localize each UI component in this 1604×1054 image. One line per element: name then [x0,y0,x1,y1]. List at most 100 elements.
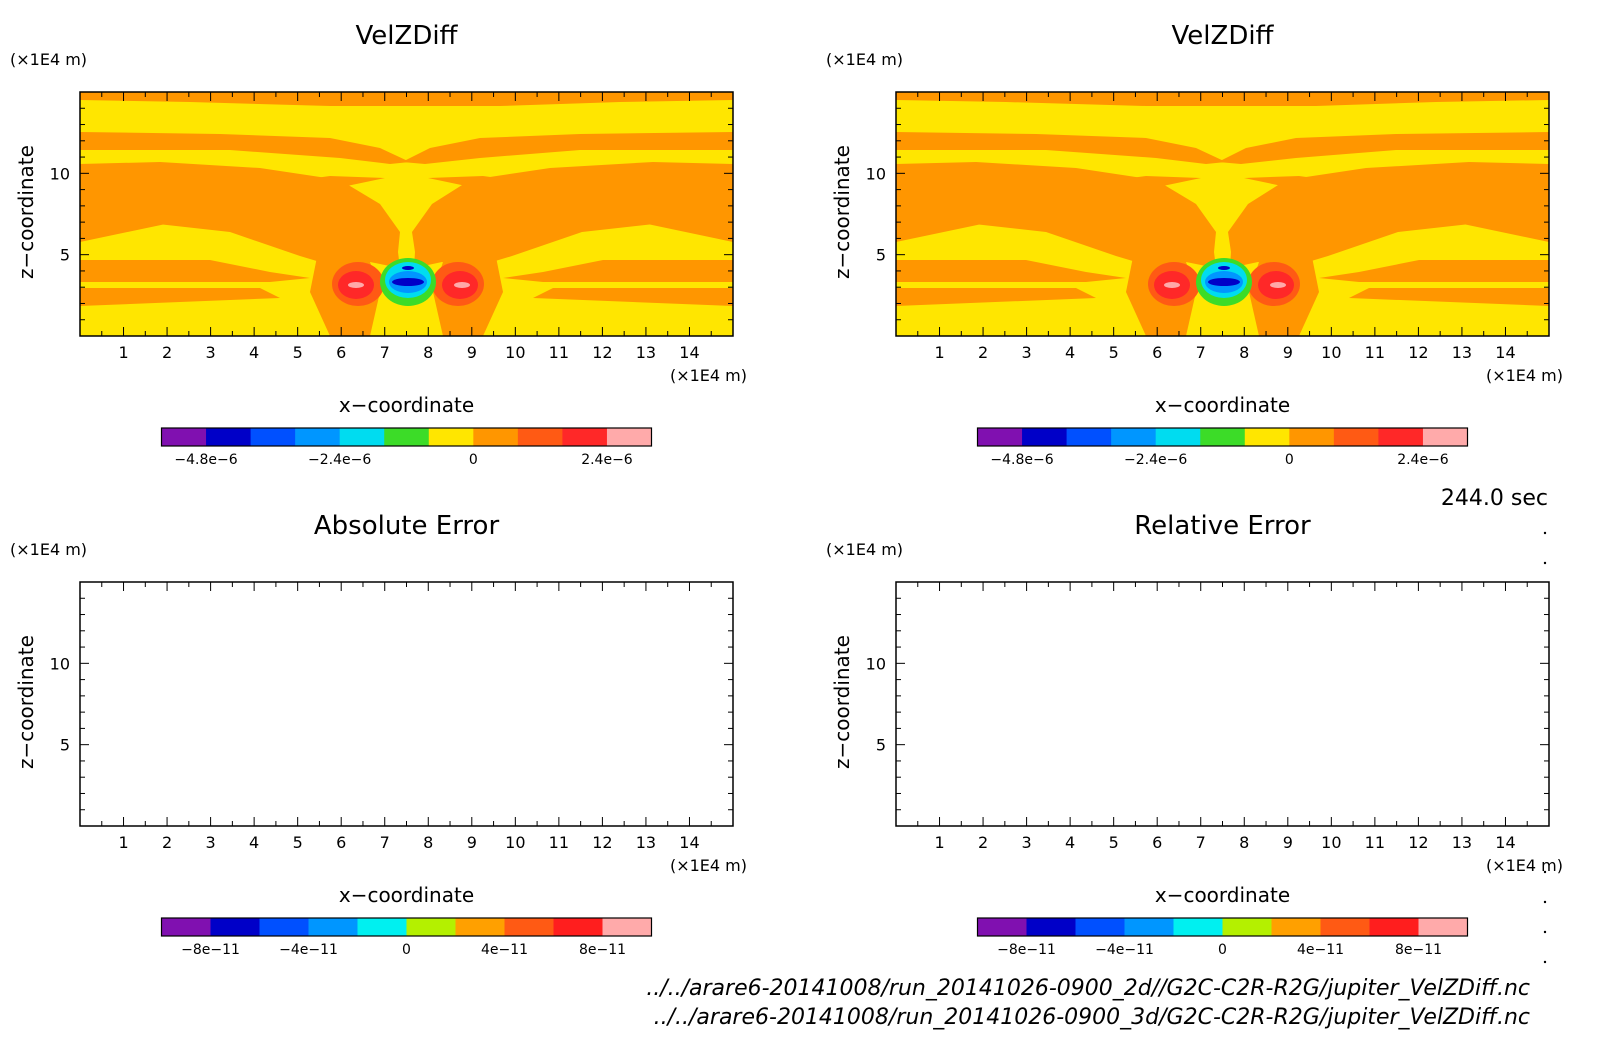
colorbar-tick-label: 4e−11 [1297,942,1344,958]
panel-title: VelZDiff [356,21,459,51]
x-tick-label: 14 [679,833,699,852]
velzdiff-field-right [896,92,1549,336]
x-tick-label: 13 [636,343,656,362]
y-axis-label: z−coordinate [14,635,38,769]
x-tick-label: 3 [1022,833,1032,852]
colorbar: −8e−11 −4e−11 0 4e−11 8e−11 [160,917,653,958]
x-tick-label: 3 [206,833,216,852]
colorbar-swatch [977,918,1027,936]
x-tick-label: 3 [1022,343,1032,362]
colorbar-swatch [384,428,430,446]
y-tick-label: 10 [50,654,70,673]
colorbar-swatch [357,918,407,936]
colorbar-swatch [308,918,358,936]
y-axis-label: z−coordinate [14,145,38,279]
colorbar-swatch [339,428,385,446]
colorbar-swatch [1026,918,1076,936]
colorbar-swatch [161,918,211,936]
x-unit-label: (×1E4 m) [670,366,747,385]
edge-dots [1543,531,1547,964]
panel-title: VelZDiff [1172,21,1275,51]
x-tick-label: 10 [505,343,525,362]
colorbar-swatch [1066,428,1112,446]
colorbar-swatch [517,428,563,446]
x-tick-label: 1 [934,343,944,362]
y-unit-label: (×1E4 m) [826,540,903,559]
tick-marks [896,582,1549,826]
colorbar-swatch [606,428,652,446]
colorbar-tick-label: 0 [469,452,478,468]
colorbar: −8e−11 −4e−11 0 4e−11 8e−11 [976,917,1469,958]
x-tick-label: 5 [1109,343,1119,362]
colorbar-swatch [1155,428,1201,446]
x-axis-label: x−coordinate [339,393,474,417]
colorbar-tick-label: −8e−11 [997,942,1056,958]
x-tick-label: 11 [1365,343,1385,362]
x-tick-label: 2 [978,343,988,362]
colorbar-frame [976,427,1469,447]
x-tick-label: 11 [549,833,569,852]
colorbar-swatch [259,918,309,936]
colorbar-swatch [1320,918,1370,936]
plot-frame [79,581,734,827]
colorbar-swatch [1200,428,1246,446]
y-axis-label: z−coordinate [830,635,854,769]
colorbar-tick-label: 2.4e−6 [1397,452,1449,468]
colorbar-swatch [295,428,341,446]
x-unit-label: (×1E4 m) [670,856,747,875]
x-tick-label: 2 [162,833,172,852]
y-tick-label: 5 [60,736,70,755]
colorbar-swatch [406,918,456,936]
colorbar-tick-label: −4.8e−6 [990,452,1053,468]
x-unit-label: (×1E4 m) [1486,366,1563,385]
colorbar-tick-label: 2.4e−6 [581,452,633,468]
colorbar-tick-label: −8e−11 [181,942,240,958]
colorbar-swatch [977,428,1023,446]
x-tick-label: 9 [1283,343,1293,362]
colorbar-swatch [428,428,474,446]
y-tick-label: 10 [866,654,886,673]
file-path-3d: ../../arare6-20141008/run_20141026-0900_… [653,1005,1530,1030]
x-tick-label: 1 [934,833,944,852]
x-tick-label: 12 [1408,343,1428,362]
file-path-2d: ../../arare6-20141008/run_20141026-0900_… [646,976,1530,1001]
x-tick-label: 4 [1065,833,1075,852]
x-tick-label: 8 [423,833,433,852]
velzdiff-field-left [80,92,733,336]
x-tick-label: 7 [380,833,390,852]
x-tick-label: 6 [336,343,346,362]
colorbar-tick-label: 0 [1218,942,1227,958]
x-tick-label: 10 [1321,343,1341,362]
x-tick-label: 13 [1452,833,1472,852]
colorbar-swatch [562,428,608,446]
x-tick-label: 12 [592,343,612,362]
y-unit-label: (×1E4 m) [826,50,903,69]
x-tick-label: 5 [293,343,303,362]
colorbar-swatch [1289,428,1335,446]
colorbar-swatch [210,918,260,936]
colorbar-swatch [1124,918,1174,936]
colorbar-swatch [1369,918,1419,936]
x-tick-label: 11 [1365,833,1385,852]
colorbar-frame [160,917,653,937]
x-tick-label: 12 [592,833,612,852]
y-tick-label: 5 [876,736,886,755]
x-tick-label: 10 [1321,833,1341,852]
colorbar-swatch [602,918,652,936]
colorbar-swatch [504,918,554,936]
x-tick-label: 7 [1196,833,1206,852]
tick-marks [80,92,733,336]
x-tick-label: 4 [249,343,259,362]
x-tick-label: 4 [1065,343,1075,362]
x-tick-label: 7 [1196,343,1206,362]
x-axis-label: x−coordinate [1155,883,1290,907]
colorbar-swatch [1111,428,1157,446]
x-tick-label: 2 [162,343,172,362]
colorbar-tick-label: 0 [402,942,411,958]
y-tick-label: 10 [50,164,70,183]
x-tick-label: 8 [1239,343,1249,362]
colorbar-tick-label: −4e−11 [1095,942,1154,958]
